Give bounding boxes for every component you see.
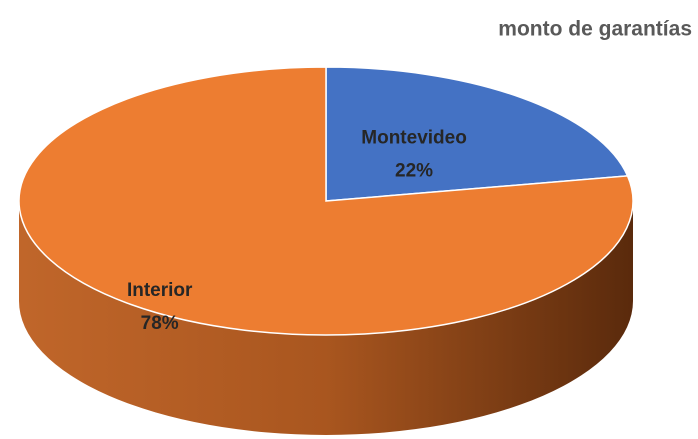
chart-title: monto de garantías <box>498 18 692 41</box>
pie-side <box>19 201 633 435</box>
slice-category-label: Interior <box>127 280 193 301</box>
pie-slice <box>325 66 629 202</box>
slice-value-label: 22% <box>395 161 433 182</box>
slice-category-label: Montevideo <box>361 128 467 149</box>
pie-slice <box>18 66 634 336</box>
slice-value-label: 78% <box>141 313 179 334</box>
